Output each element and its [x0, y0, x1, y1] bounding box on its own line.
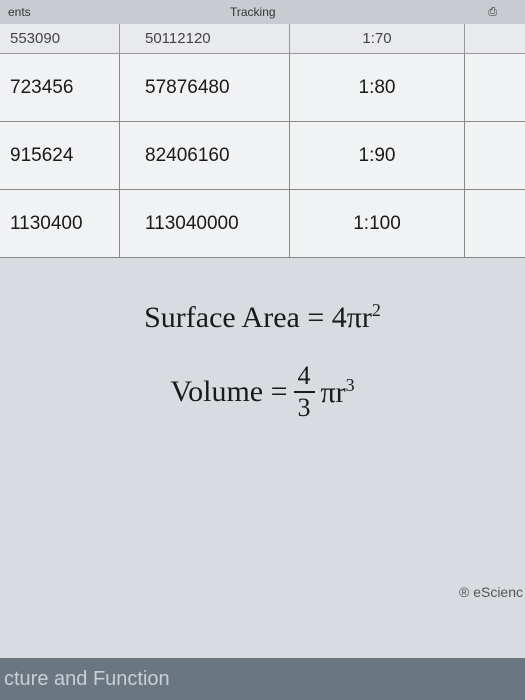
table-row-cutoff: 553090 50112120 1:70 — [0, 24, 525, 54]
vol-rest: πr3 — [321, 375, 355, 410]
data-table: 723456 57876480 1:80 915624 82406160 1:9… — [0, 54, 525, 258]
tab-partial-left: ents — [8, 5, 31, 19]
cell-col3: 1:80 — [290, 54, 465, 121]
watermark-text: ® eScienc — [459, 584, 523, 600]
fraction-denominator: 3 — [298, 393, 311, 421]
cell-col2: 50112120 — [120, 24, 290, 53]
cell-col2: 57876480 — [120, 54, 290, 121]
footer-title: cture and Function — [0, 658, 525, 700]
table-row: 915624 82406160 1:90 — [0, 122, 525, 190]
popout-icon[interactable]: ⎙ — [488, 6, 497, 19]
cell-col2: 82406160 — [120, 122, 290, 189]
cell-col2: 113040000 — [120, 190, 290, 257]
cell-col3: 1:90 — [290, 122, 465, 189]
table-row: 723456 57876480 1:80 — [0, 54, 525, 122]
cell-col4 — [465, 54, 525, 121]
cell-col3: 1:100 — [290, 190, 465, 257]
cell-col1: 1130400 — [0, 190, 120, 257]
surface-area-formula: Surface Area = 4πr2 — [0, 300, 525, 335]
cell-col1: 915624 — [0, 122, 120, 189]
footer-text: cture and Function — [4, 668, 170, 691]
vol-label: Volume = — [170, 375, 287, 409]
formula-region: Surface Area = 4πr2 Volume = 4 3 πr3 — [0, 280, 525, 421]
cell-col4 — [465, 190, 525, 257]
vol-exponent: 3 — [346, 375, 355, 395]
cell-col3: 1:70 — [290, 24, 465, 53]
sa-text: Surface Area = 4πr — [144, 301, 372, 334]
fraction-numerator: 4 — [294, 363, 315, 393]
top-tab-bar: ents Tracking ⎙ — [0, 0, 525, 24]
volume-formula: Volume = 4 3 πr3 — [0, 363, 525, 421]
cell-col4 — [465, 122, 525, 189]
table-row: 1130400 113040000 1:100 — [0, 190, 525, 258]
fraction: 4 3 — [294, 363, 315, 421]
tracking-tab[interactable]: Tracking — [230, 5, 276, 19]
sa-exponent: 2 — [372, 300, 381, 320]
cell-col1: 553090 — [0, 24, 120, 53]
cell-col1: 723456 — [0, 54, 120, 121]
